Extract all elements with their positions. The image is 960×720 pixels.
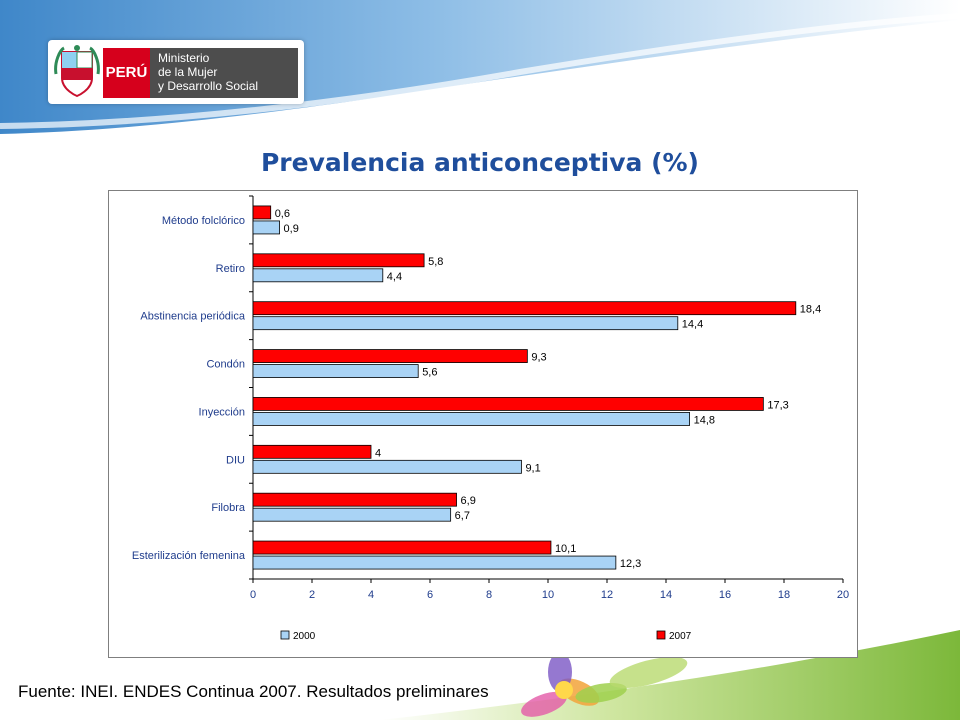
category-label: Inyección bbox=[199, 406, 245, 418]
bar-chart: 0 2 4 6 8 10 12 14 16 18 20 Método folclórico 0,6 0,9… bbox=[132, 195, 849, 642]
data-label: 4 bbox=[375, 447, 381, 459]
data-label: 0,6 bbox=[275, 208, 290, 220]
bar-2000 bbox=[252, 268, 384, 283]
bar-2000 bbox=[252, 412, 691, 426]
data-label: 5,8 bbox=[428, 256, 443, 268]
data-label: 12,3 bbox=[620, 558, 641, 570]
logo-ministry-line: de la Mujer bbox=[158, 65, 218, 79]
x-tick-label: 16 bbox=[719, 589, 731, 601]
slide-title: Prevalencia anticonceptiva (%) bbox=[260, 148, 699, 177]
category-label: Método folclórico bbox=[162, 215, 245, 227]
ministry-logo: PERÚ Ministerio de la Mujer y Desarrollo… bbox=[48, 40, 304, 104]
bar-2000 bbox=[252, 507, 452, 522]
x-tick-label: 12 bbox=[601, 589, 613, 601]
data-label: 14,8 bbox=[694, 414, 715, 426]
category-label: Esterilización femenina bbox=[132, 550, 246, 562]
category-label: DIU bbox=[226, 454, 245, 466]
data-label: 14,4 bbox=[682, 319, 703, 331]
data-label: 4,4 bbox=[387, 271, 402, 283]
data-label: 10,1 bbox=[555, 543, 576, 555]
legend-label: 2000 bbox=[293, 631, 316, 642]
x-tick-label: 6 bbox=[427, 589, 433, 601]
data-label: 5,6 bbox=[422, 367, 437, 379]
data-label: 6,9 bbox=[461, 495, 476, 507]
bar-2000 bbox=[252, 555, 617, 570]
data-label: 6,7 bbox=[455, 510, 470, 522]
legend-swatch-2000 bbox=[280, 630, 290, 640]
bar-2000 bbox=[252, 316, 679, 331]
x-tick-label: 20 bbox=[837, 589, 849, 601]
bar-2007 bbox=[252, 205, 272, 220]
bar-2007 bbox=[252, 492, 457, 507]
legend-label: 2007 bbox=[669, 631, 692, 642]
category-label: Abstinencia periódica bbox=[140, 311, 245, 323]
bar-2007 bbox=[252, 540, 552, 555]
coat-of-arms-icon bbox=[54, 45, 100, 98]
data-label: 0,9 bbox=[284, 223, 299, 235]
bar-2000 bbox=[252, 459, 522, 474]
category-label: Filobra bbox=[211, 502, 246, 514]
logo-country-text: PERÚ bbox=[103, 48, 150, 98]
x-tick-label: 18 bbox=[778, 589, 790, 601]
data-label: 18,4 bbox=[800, 304, 821, 316]
logo-ministry-line: Ministerio bbox=[158, 51, 210, 65]
bar-2007 bbox=[252, 397, 764, 411]
x-tick-label: 4 bbox=[368, 589, 374, 601]
logo-ministry-line: y Desarrollo Social bbox=[158, 79, 259, 93]
bar-2007 bbox=[252, 253, 425, 268]
bar-2000 bbox=[252, 220, 280, 235]
x-tick-label: 10 bbox=[542, 589, 554, 601]
category-label: Condón bbox=[206, 359, 245, 371]
data-label: 9,1 bbox=[525, 462, 540, 474]
bar-2000 bbox=[252, 364, 419, 378]
bar-2007 bbox=[252, 349, 528, 363]
chart-frame: 0 2 4 6 8 10 12 14 16 18 20 Método folclórico 0,6 0,9… bbox=[108, 190, 858, 658]
x-tick-label: 0 bbox=[250, 589, 256, 601]
bar-2007 bbox=[252, 301, 797, 316]
logo-ministry-text: Ministerio de la Mujer y Desarrollo Soci… bbox=[150, 48, 298, 98]
x-tick-label: 14 bbox=[660, 589, 672, 601]
bar-2007 bbox=[252, 444, 372, 459]
data-label: 9,3 bbox=[531, 352, 546, 364]
x-tick-label: 8 bbox=[486, 589, 492, 601]
legend-swatch-2007 bbox=[656, 630, 666, 640]
category-label: Retiro bbox=[216, 263, 245, 275]
x-tick-label: 2 bbox=[309, 589, 315, 601]
flower-decoration bbox=[521, 652, 688, 717]
data-label: 17,3 bbox=[767, 399, 788, 411]
source-note: Fuente: INEI. ENDES Continua 2007. Resul… bbox=[18, 682, 489, 701]
